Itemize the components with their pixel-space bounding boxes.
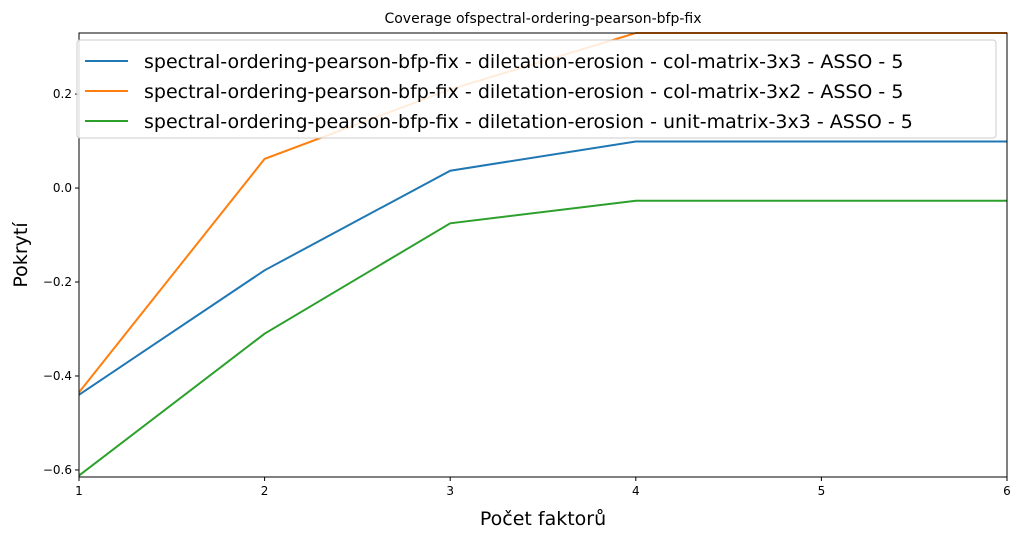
x-tick-label: 5 <box>818 484 826 498</box>
legend-label-1: spectral-ordering-pearson-bfp-fix - dile… <box>144 51 903 73</box>
x-tick-label: 3 <box>446 484 454 498</box>
legend-label-3: spectral-ordering-pearson-bfp-fix - dile… <box>144 111 913 133</box>
y-tick-label: −0.2 <box>43 275 72 289</box>
legend-box <box>76 39 997 139</box>
x-tick-label: 2 <box>261 484 269 498</box>
y-tick-label: −0.6 <box>43 463 72 477</box>
x-axis: 1 2 3 4 5 6 <box>75 477 1011 498</box>
x-axis-title: Počet faktorů <box>480 508 606 530</box>
series-line-3 <box>78 199 1007 477</box>
y-axis-title: Pokrytí <box>10 222 32 288</box>
chart-title: Coverage ofspectral-ordering-pearson-bfp… <box>384 11 701 27</box>
x-tick-label: 1 <box>75 484 83 498</box>
legend-label-2: spectral-ordering-pearson-bfp-fix - dile… <box>144 81 903 103</box>
y-tick-label: 0.0 <box>53 181 72 195</box>
legend: spectral-ordering-pearson-bfp-fix - dile… <box>76 39 997 139</box>
y-tick-label: −0.4 <box>43 369 72 383</box>
series-line-1 <box>78 140 1007 396</box>
plot-frame <box>78 32 1008 478</box>
x-tick-label: 6 <box>1003 484 1011 498</box>
y-tick-label: 0.2 <box>53 87 72 101</box>
x-tick-label: 4 <box>632 484 640 498</box>
y-axis: −0.6 −0.4 −0.2 0.0 0.2 <box>43 87 79 477</box>
